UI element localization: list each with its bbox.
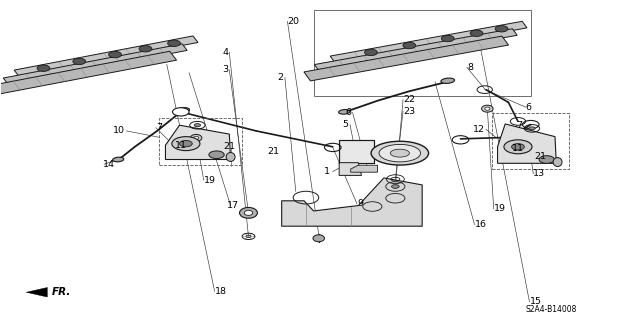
Text: 16: 16 xyxy=(474,220,486,229)
Ellipse shape xyxy=(484,107,490,110)
Ellipse shape xyxy=(339,109,350,114)
Polygon shape xyxy=(304,36,509,81)
Ellipse shape xyxy=(390,149,410,157)
Text: 21: 21 xyxy=(268,147,280,156)
Circle shape xyxy=(539,156,554,163)
Circle shape xyxy=(504,140,532,154)
Circle shape xyxy=(139,46,152,52)
Text: 15: 15 xyxy=(529,297,541,306)
Polygon shape xyxy=(26,287,47,297)
Polygon shape xyxy=(282,178,422,226)
Bar xyxy=(314,10,531,96)
Text: 9: 9 xyxy=(357,199,363,208)
Ellipse shape xyxy=(379,145,420,162)
Text: 12: 12 xyxy=(473,125,484,134)
Text: 10: 10 xyxy=(113,126,125,135)
Ellipse shape xyxy=(113,157,124,162)
Text: 2: 2 xyxy=(278,73,284,82)
Circle shape xyxy=(470,30,483,36)
Text: 21: 21 xyxy=(223,142,235,151)
Ellipse shape xyxy=(244,210,253,215)
Polygon shape xyxy=(497,124,556,163)
Circle shape xyxy=(168,40,180,47)
Text: 21: 21 xyxy=(534,152,546,161)
Circle shape xyxy=(179,140,192,147)
Circle shape xyxy=(209,151,224,159)
Circle shape xyxy=(109,51,122,58)
Text: 23: 23 xyxy=(403,107,415,116)
Circle shape xyxy=(365,49,378,56)
Polygon shape xyxy=(3,44,187,85)
Circle shape xyxy=(529,127,535,130)
Text: 7: 7 xyxy=(516,121,523,130)
Text: 18: 18 xyxy=(214,287,227,296)
Text: 4: 4 xyxy=(222,48,228,57)
Text: 14: 14 xyxy=(103,160,115,169)
Ellipse shape xyxy=(441,78,454,83)
Circle shape xyxy=(511,144,524,150)
Text: S2A4-B14008: S2A4-B14008 xyxy=(525,305,577,314)
Circle shape xyxy=(73,58,86,64)
Text: 6: 6 xyxy=(525,103,532,112)
Ellipse shape xyxy=(176,108,189,113)
Circle shape xyxy=(442,35,454,42)
Circle shape xyxy=(495,26,508,32)
Text: 6: 6 xyxy=(346,108,351,117)
Text: 5: 5 xyxy=(343,120,349,129)
Polygon shape xyxy=(166,125,230,160)
Text: 22: 22 xyxy=(403,95,415,104)
Text: 7: 7 xyxy=(156,123,162,132)
Text: 13: 13 xyxy=(533,169,545,178)
Circle shape xyxy=(37,65,50,71)
Polygon shape xyxy=(339,140,374,163)
Text: 17: 17 xyxy=(227,201,239,210)
Text: 19: 19 xyxy=(204,176,216,185)
Ellipse shape xyxy=(226,152,235,161)
Bar xyxy=(159,118,242,165)
Text: 20: 20 xyxy=(287,17,300,26)
Ellipse shape xyxy=(371,141,429,165)
Ellipse shape xyxy=(190,134,202,141)
Ellipse shape xyxy=(481,105,493,112)
Text: FR.: FR. xyxy=(52,287,71,297)
Circle shape xyxy=(392,185,399,189)
Bar xyxy=(492,114,569,169)
Polygon shape xyxy=(351,165,378,172)
Polygon shape xyxy=(314,29,517,71)
Ellipse shape xyxy=(313,235,324,242)
Text: 19: 19 xyxy=(493,204,506,213)
Polygon shape xyxy=(0,51,177,94)
Polygon shape xyxy=(339,163,362,175)
Polygon shape xyxy=(14,36,198,77)
Circle shape xyxy=(172,137,200,151)
Text: 1: 1 xyxy=(324,167,330,176)
Circle shape xyxy=(173,108,189,116)
Text: 11: 11 xyxy=(175,141,187,150)
Text: 11: 11 xyxy=(511,144,524,153)
Polygon shape xyxy=(330,21,527,63)
Ellipse shape xyxy=(239,207,257,218)
Text: 8: 8 xyxy=(467,63,473,72)
Text: 3: 3 xyxy=(222,65,228,74)
Ellipse shape xyxy=(193,136,198,139)
Circle shape xyxy=(194,123,200,127)
Ellipse shape xyxy=(553,158,562,167)
Circle shape xyxy=(403,42,416,48)
